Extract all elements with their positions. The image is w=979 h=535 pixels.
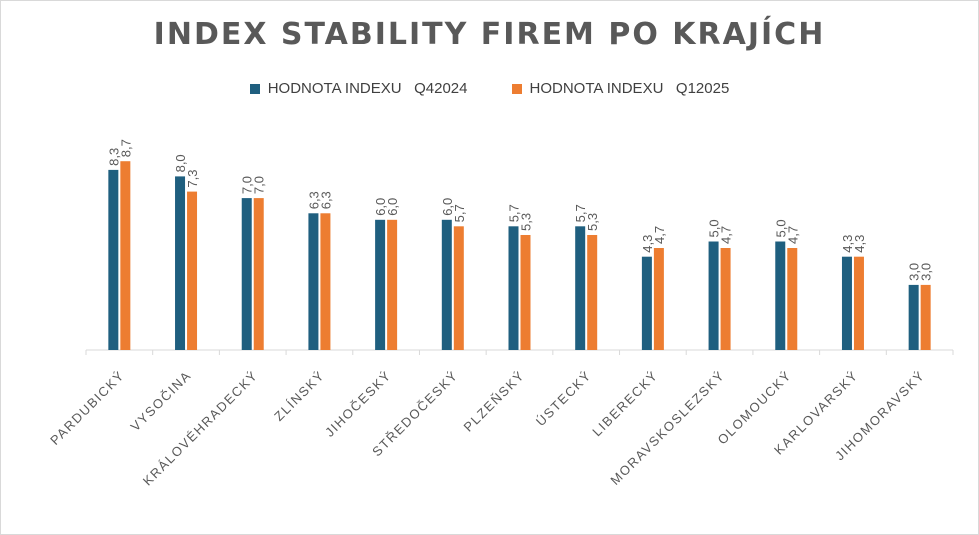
data-label-q42024: 5,7: [507, 204, 522, 222]
data-label-q42024: 5,0: [707, 219, 722, 237]
data-label-q42024: 5,0: [773, 219, 788, 237]
category-label: PLZEŇSKÝ: [461, 368, 528, 435]
bar-q12025: [653, 248, 664, 350]
bar-q42024: [108, 169, 119, 350]
data-label-q12025: 4,7: [785, 226, 800, 244]
bar-q12025: [120, 161, 131, 350]
legend-item-q42024: HODNOTA INDEXU Q42024: [249, 80, 468, 97]
bar-q42024: [175, 176, 186, 350]
data-label-q12025: 7,3: [185, 170, 200, 188]
bar-q12025: [187, 191, 198, 350]
category-label: ZLÍNSKÝ: [271, 368, 327, 424]
data-label-q42024: 4,3: [640, 235, 655, 253]
bar-q42024: [375, 219, 386, 350]
data-label-q42024: 8,3: [106, 148, 121, 166]
bar-q12025: [453, 226, 464, 350]
bar-q12025: [853, 256, 864, 350]
data-label-q42024: 6,0: [373, 198, 388, 216]
legend-swatch-q12025: [511, 83, 522, 94]
data-label-q42024: 3,0: [907, 263, 922, 281]
data-label-q12025: 7,0: [252, 176, 267, 194]
chart-title: INDEX STABILITY FIREM PO KRAJÍCH: [153, 17, 826, 52]
bar-q12025: [387, 219, 398, 350]
bar-q42024: [241, 198, 252, 350]
category-label: ÚSTECKÝ: [533, 368, 594, 429]
data-label-q12025: 4,7: [652, 226, 667, 244]
category-label: VYSOČINA: [128, 368, 195, 435]
category-label: MORAVSKOSLEZSKÝ: [607, 368, 727, 488]
data-label-q12025: 4,7: [719, 226, 734, 244]
data-label-q42024: 7,0: [240, 176, 255, 194]
bar-q42024: [575, 226, 586, 350]
data-label-q12025: 3,0: [919, 263, 934, 281]
category-label: KRÁLOVÉHRADECKÝ: [140, 368, 261, 489]
data-label-q42024: 4,3: [840, 235, 855, 253]
data-label-q12025: 8,7: [118, 139, 133, 157]
bar-q42024: [308, 213, 319, 350]
bar-q42024: [708, 241, 719, 350]
bar-q12025: [587, 234, 598, 350]
bar-q42024: [441, 219, 452, 350]
bar-q12025: [253, 198, 264, 350]
bar-q42024: [841, 256, 852, 350]
data-label-q42024: 6,3: [306, 191, 321, 209]
data-label-q12025: 5,3: [519, 213, 534, 231]
bar-q12025: [720, 248, 731, 350]
bar-q42024: [508, 226, 519, 350]
data-label-q12025: 6,3: [318, 191, 333, 209]
bar-q12025: [787, 248, 798, 350]
data-label-q12025: 6,0: [385, 198, 400, 216]
legend-label-q42024: HODNOTA INDEXU Q42024: [267, 80, 468, 97]
bar-q12025: [320, 213, 331, 350]
bar-q42024: [908, 284, 919, 350]
data-label-q42024: 6,0: [440, 198, 455, 216]
bar-q42024: [775, 241, 786, 350]
category-label: JIHOČESKÝ: [322, 368, 394, 440]
data-label-q12025: 4,3: [852, 235, 867, 253]
category-label: PARDUBICKÝ: [47, 368, 127, 448]
category-label: LIBERECKÝ: [589, 368, 661, 440]
legend-item-q12025: HODNOTA INDEXU Q12025: [511, 80, 730, 97]
data-label-q12025: 5,7: [452, 204, 467, 222]
legend-label-q12025: HODNOTA INDEXU Q12025: [529, 80, 730, 97]
legend: HODNOTA INDEXU Q42024 HODNOTA INDEXU Q12…: [1, 80, 978, 97]
bar-q12025: [520, 234, 531, 350]
data-label-q12025: 5,3: [585, 213, 600, 231]
data-label-q42024: 8,0: [173, 154, 188, 172]
bar-q42024: [641, 256, 652, 350]
bar-q12025: [920, 284, 931, 350]
legend-swatch-q42024: [249, 83, 260, 94]
data-label-q42024: 5,7: [573, 204, 588, 222]
